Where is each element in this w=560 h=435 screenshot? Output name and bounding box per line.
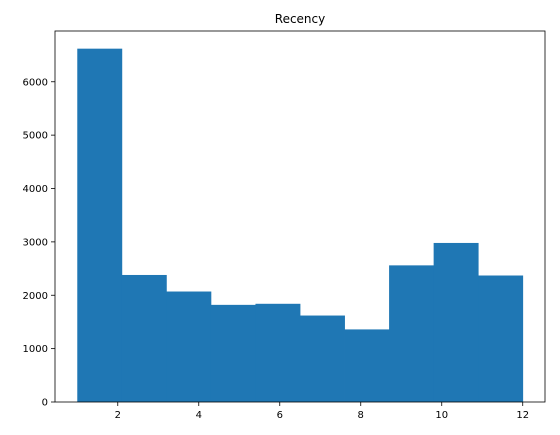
y-tick-label: 4000 [23,184,48,195]
y-tick-label: 2000 [23,291,48,302]
y-tick-label: 0 [42,398,48,409]
histogram-bar [344,329,390,402]
y-tick-label: 3000 [23,237,48,248]
y-tick-label: 1000 [23,344,48,355]
histogram-bar [478,275,524,402]
histogram-bar [77,48,123,403]
histogram-bar [433,242,479,402]
axes-group: 2 4 6 8 10 12 0 1000 2000 3000 4000 5000 6000 [23,30,546,421]
x-tick-label: 2 [115,410,121,421]
histogram-bar [121,274,167,402]
y-tick-label: 5000 [23,131,48,142]
x-tick-label: 4 [196,410,202,421]
histogram-bar [300,315,345,402]
histogram-bar [166,291,212,402]
histogram-bar [255,303,301,402]
plot-frame [54,30,546,403]
histogram-bar [389,265,435,402]
histogram-bar [210,304,256,402]
bars-group [77,48,524,403]
y-tick-label: 6000 [23,77,48,88]
chart-title: Recency [275,12,325,26]
x-tick-label: 10 [435,410,448,421]
x-tick-label: 12 [516,410,529,421]
x-tick-label: 6 [277,410,283,421]
x-tick-label: 8 [358,410,364,421]
